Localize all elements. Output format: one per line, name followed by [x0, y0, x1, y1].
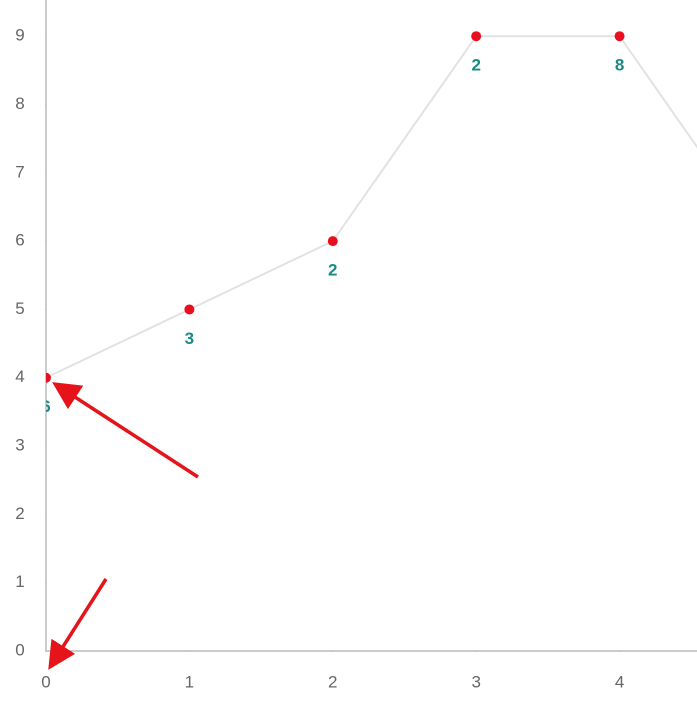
x-tick-label: 0 [41, 672, 50, 691]
annotation-arrow [52, 382, 199, 479]
x-tick-label: 4 [615, 672, 624, 691]
x-tick-label: 3 [471, 672, 480, 691]
point [327, 236, 338, 247]
y-tick-label: 9 [15, 26, 24, 45]
point-label: 8 [615, 56, 624, 75]
y-tick-label: 8 [15, 94, 24, 113]
point-label: 6 [41, 397, 50, 416]
y-tick-label: 0 [15, 640, 24, 659]
annotation-arrow [48, 578, 108, 670]
point [614, 31, 625, 42]
y-tick-label: 7 [15, 162, 24, 181]
x-tick-label: 1 [185, 672, 194, 691]
y-tick-label: 2 [15, 504, 24, 523]
point-label: 3 [185, 329, 194, 348]
point-label: 2 [471, 56, 480, 75]
y-tick-label: 1 [15, 572, 24, 591]
y-tick-label: 3 [15, 436, 24, 455]
plot-area: 6 3 2 2 8 [41, 31, 697, 416]
y-tick-label: 4 [15, 367, 24, 386]
point [184, 304, 195, 315]
y-tick-label: 5 [15, 299, 24, 318]
point [471, 31, 482, 42]
series-line [46, 35, 697, 379]
point [46, 372, 51, 383]
x-tick-label: 2 [328, 672, 337, 691]
point-label: 2 [328, 261, 337, 280]
y-tick-label: 6 [15, 231, 24, 250]
